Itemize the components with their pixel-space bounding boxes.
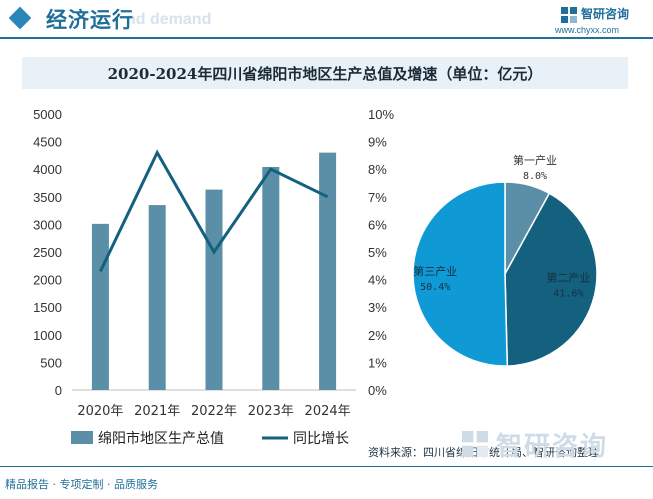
y-left-tick-label: 2500 (33, 245, 62, 260)
x-tick-label: 2024年 (305, 404, 351, 419)
y-right-tick-label: 4% (368, 273, 387, 288)
footer-bar: 精品报告 · 专项定制 · 品质服务 (0, 466, 653, 499)
y-left-tick-label: 1000 (33, 328, 62, 343)
x-tick-label: 2021年 (134, 404, 180, 419)
bar-2020年 (91, 223, 109, 390)
bar-2021年 (148, 205, 166, 390)
pie-value-第二产业: 41.6% (553, 288, 583, 299)
x-tick-label: 2020年 (77, 404, 123, 419)
y-left-tick-label: 3500 (33, 190, 62, 205)
pie-slice-第二产业 (504, 192, 598, 367)
y-right-tick-label: 2% (368, 328, 387, 343)
pie-label-第三产业: 第三产业 (413, 264, 457, 278)
pie-label-第一产业: 第一产业 (513, 153, 557, 167)
footer-divider (0, 466, 653, 467)
legend-label-bar: 绵阳市地区生产总值 (98, 430, 224, 447)
chart-title: 2020-2024年四川省绵阳市地区生产总值及增速（单位：亿元） (107, 65, 543, 83)
x-tick-label: 2022年 (191, 404, 237, 419)
y-right-tick-label: 3% (368, 300, 387, 315)
header-bar: nd demand 经济运行 智研咨询 www.chyxx.com (0, 0, 653, 39)
y-left-tick-label: 4000 (33, 162, 62, 177)
footer-slogan: 精品报告 · 专项定制 · 品质服务 (5, 478, 158, 491)
y-right-tick-label: 10% (368, 107, 394, 122)
y-right-tick-label: 9% (368, 135, 387, 150)
pie-label-第二产业: 第二产业 (546, 270, 590, 284)
section-title: 经济运行 (46, 8, 134, 32)
y-right-tick-label: 1% (368, 355, 387, 370)
y-left-tick-label: 1500 (33, 300, 62, 315)
bar-2023年 (262, 166, 280, 390)
legend-label-line: 同比增长 (293, 431, 349, 447)
y-right-tick-label: 0% (368, 383, 387, 398)
y-left-tick-label: 3000 (33, 217, 62, 232)
bar-2022年 (205, 189, 223, 390)
y-right-tick-label: 5% (368, 245, 387, 260)
header-watermark: nd demand (126, 11, 212, 28)
y-left-tick-label: 0 (55, 383, 62, 398)
pie-value-第三产业: 50.4% (420, 282, 450, 293)
y-right-tick-label: 8% (368, 162, 387, 177)
y-right-tick-label: 6% (368, 217, 387, 232)
header-divider (0, 37, 653, 39)
logo-name: 智研咨询 (581, 7, 630, 21)
logo-icon (561, 7, 577, 23)
pie-chart: 第一产业 8.0% 第二产业 41.6% 第三产业 50.4% (412, 153, 598, 367)
pie-value-第一产业: 8.0% (523, 171, 547, 182)
y-left-tick-label: 5000 (33, 107, 62, 122)
pie-slice-第三产业 (412, 181, 509, 367)
y-left-tick-label: 2000 (33, 273, 62, 288)
logo-url[interactable]: www.chyxx.com (555, 25, 620, 35)
bar-2024年 (319, 152, 337, 390)
y-right-tick-label: 7% (368, 190, 387, 205)
bar-line-chart: 0 500 1000 1500 2000 2500 3000 3500 4000 4500 5000… (33, 107, 394, 447)
x-tick-label: 2023年 (248, 404, 294, 419)
chart-title-bar: 2020-2024年四川省绵阳市地区生产总值及增速（单位：亿元） (22, 57, 628, 89)
y-left-tick-label: 4500 (33, 135, 62, 150)
legend-swatch-bar (71, 431, 93, 444)
footer-watermark: 智研咨询 (496, 432, 609, 462)
watermark-logo-icon (462, 431, 488, 457)
y-left-tick-label: 500 (40, 355, 62, 370)
diamond-icon (8, 6, 32, 30)
